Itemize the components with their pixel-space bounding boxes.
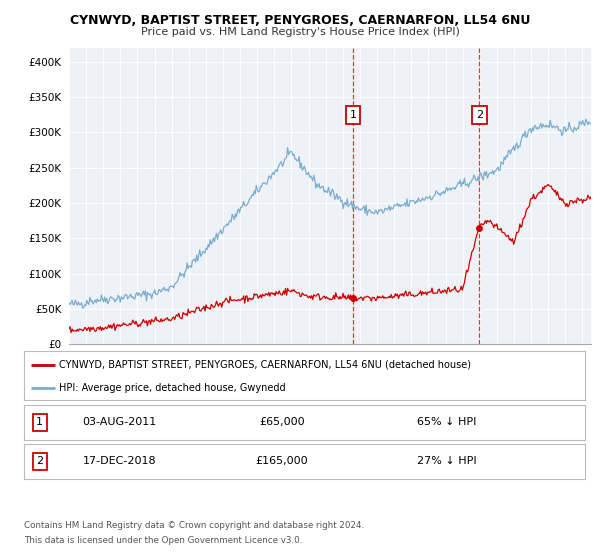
Text: 27% ↓ HPI: 27% ↓ HPI bbox=[416, 456, 476, 466]
Text: Contains HM Land Registry data © Crown copyright and database right 2024.: Contains HM Land Registry data © Crown c… bbox=[24, 521, 364, 530]
Text: CYNWYD, BAPTIST STREET, PENYGROES, CAERNARFON, LL54 6NU: CYNWYD, BAPTIST STREET, PENYGROES, CAERN… bbox=[70, 14, 530, 27]
Text: 2: 2 bbox=[36, 456, 43, 466]
Text: 1: 1 bbox=[350, 110, 356, 120]
Text: 2: 2 bbox=[476, 110, 483, 120]
Text: HPI: Average price, detached house, Gwynedd: HPI: Average price, detached house, Gwyn… bbox=[59, 383, 286, 393]
Text: This data is licensed under the Open Government Licence v3.0.: This data is licensed under the Open Gov… bbox=[24, 536, 302, 545]
Text: 1: 1 bbox=[36, 417, 43, 427]
Text: 17-DEC-2018: 17-DEC-2018 bbox=[83, 456, 156, 466]
Text: Price paid vs. HM Land Registry's House Price Index (HPI): Price paid vs. HM Land Registry's House … bbox=[140, 27, 460, 37]
Text: CYNWYD, BAPTIST STREET, PENYGROES, CAERNARFON, LL54 6NU (detached house): CYNWYD, BAPTIST STREET, PENYGROES, CAERN… bbox=[59, 360, 472, 370]
Text: 65% ↓ HPI: 65% ↓ HPI bbox=[416, 417, 476, 427]
Text: 03-AUG-2011: 03-AUG-2011 bbox=[82, 417, 157, 427]
Text: £165,000: £165,000 bbox=[256, 456, 308, 466]
Text: £65,000: £65,000 bbox=[259, 417, 305, 427]
